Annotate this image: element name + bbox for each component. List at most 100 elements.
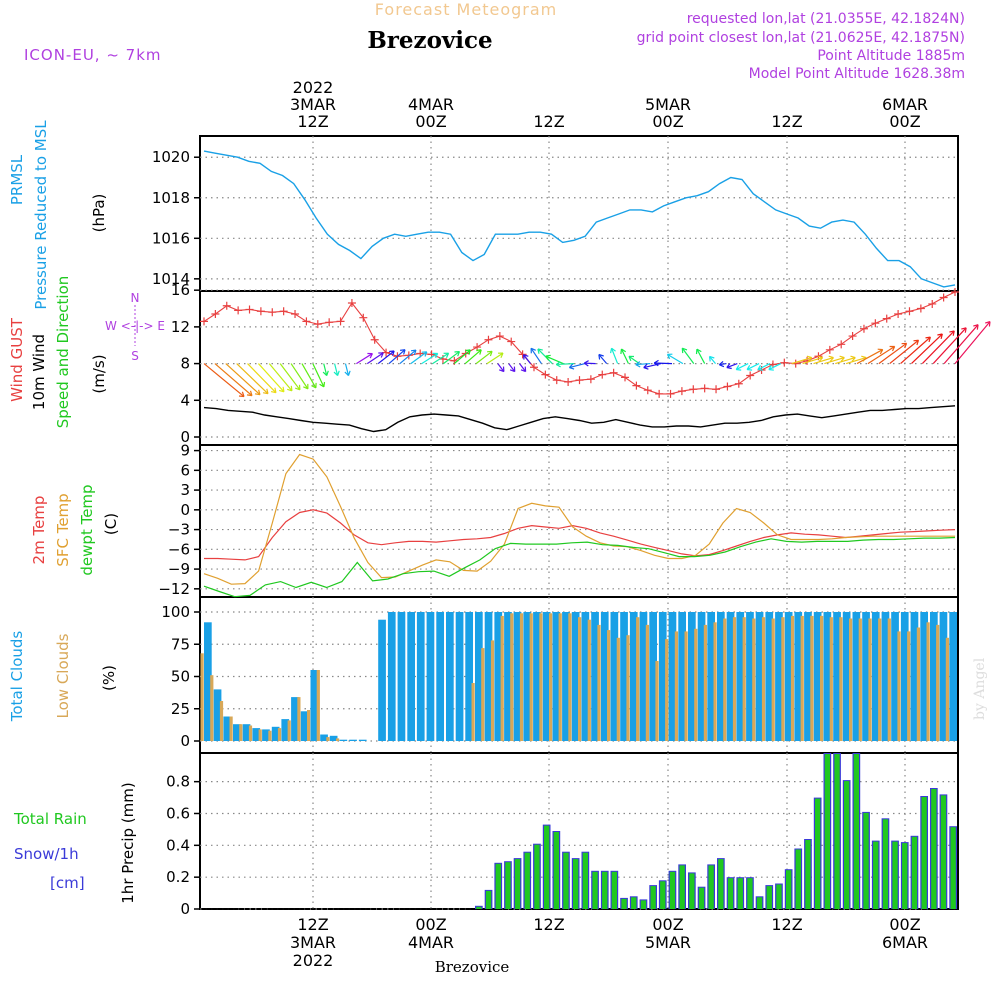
total-cloud-bar xyxy=(407,612,415,741)
gust-marker xyxy=(314,320,322,328)
wind-arrow xyxy=(226,364,260,395)
bottom-hour-label: 00Z xyxy=(652,915,683,934)
top-hour-label: 12Z xyxy=(533,112,564,131)
rain-bar xyxy=(796,850,801,910)
rain-bar xyxy=(941,795,946,909)
top-hour-label: 12Z xyxy=(297,112,328,131)
rain-bar xyxy=(709,865,714,909)
gust-marker xyxy=(564,378,572,386)
wind-arrow xyxy=(682,348,693,363)
low-cloud-bar xyxy=(675,631,678,741)
pressure-label-prmsl: PRMSL xyxy=(8,154,26,205)
low-cloud-bar xyxy=(820,616,823,741)
top-hour-label: 12Z xyxy=(771,112,802,131)
rain-bar xyxy=(651,886,656,909)
low-cloud-bar xyxy=(801,616,804,741)
rain-bar xyxy=(728,878,733,909)
gust-marker xyxy=(940,294,948,302)
low-cloud-bar xyxy=(868,619,871,742)
gust-marker xyxy=(883,315,891,323)
bottom-year-label: 2022 xyxy=(293,951,334,970)
low-cloud-bar xyxy=(210,675,213,741)
wind-speed-direction-label: Speed and Direction xyxy=(54,276,72,429)
temperature-series xyxy=(204,455,955,597)
total-cloud-bar xyxy=(949,612,957,741)
rain-bar xyxy=(718,859,723,909)
rain-bar xyxy=(496,864,501,909)
precip-bars xyxy=(203,753,958,909)
low-cloud-bar xyxy=(743,617,746,741)
total-cloud-bar xyxy=(349,740,357,741)
low-cloud-bar xyxy=(220,701,223,741)
temp-ytick-label: −12 xyxy=(158,580,190,598)
low-cloud-bar xyxy=(520,613,523,741)
wind-arrow xyxy=(280,364,300,390)
rain-bar xyxy=(873,842,878,909)
gust-marker xyxy=(712,385,720,393)
precip-axis-title: 1hr Precip (mm) xyxy=(119,782,137,903)
rain-bar xyxy=(776,885,781,910)
low-cloud-bar xyxy=(201,653,204,741)
gust-marker xyxy=(905,307,913,315)
low-cloud-bar xyxy=(888,619,891,742)
total-cloud-bar xyxy=(398,612,406,741)
low-cloud-bar xyxy=(539,613,542,741)
pressure-unit: (hPa) xyxy=(90,194,108,233)
rain-bar xyxy=(660,881,665,909)
gust-marker xyxy=(587,375,595,383)
wind-arrow xyxy=(955,322,990,364)
top-title: Forecast Meteogram xyxy=(375,0,557,19)
requested-coords: requested lon,lat (21.0355E, 42.1824N) xyxy=(687,11,965,27)
low-cloud-bar xyxy=(655,661,658,741)
gust-marker xyxy=(291,310,299,318)
low-cloud-bar xyxy=(607,630,610,741)
gust-marker xyxy=(655,390,663,398)
low-cloud-bar xyxy=(288,720,291,741)
bottom-hour-label: 00Z xyxy=(889,915,920,934)
rain-bar xyxy=(892,842,897,909)
pressure-ytick-label: 1016 xyxy=(152,229,190,247)
rain-bar xyxy=(844,781,849,909)
compass-n-label: N xyxy=(131,291,140,305)
rain-bar xyxy=(922,797,927,909)
top-hour-label: 00Z xyxy=(415,112,446,131)
rain-bar xyxy=(515,859,520,909)
low-cloud-bar xyxy=(268,731,271,741)
gust-marker xyxy=(325,318,333,326)
rain-bar xyxy=(534,845,539,909)
gust-marker xyxy=(780,359,788,367)
precip-ytick-label: 0.2 xyxy=(166,868,190,886)
wind-arrow xyxy=(944,325,978,364)
low-cloud-bar xyxy=(230,717,233,742)
low-cloud-bar xyxy=(578,617,581,741)
bottom-hour-label: 12Z xyxy=(297,915,328,934)
cloud-ytick-label: 0 xyxy=(180,732,190,750)
cloud-ytick-label: 50 xyxy=(171,668,190,686)
low-cloud-bar xyxy=(733,617,736,741)
temp-sfc-line xyxy=(204,455,955,585)
total-cloud-bar xyxy=(436,612,444,741)
gust-marker xyxy=(632,382,640,390)
gust-marker xyxy=(598,371,606,379)
low-cloud-bar xyxy=(752,619,755,742)
low-cloud-bar xyxy=(927,622,930,741)
wind-10m-label: 10m Wind xyxy=(30,334,48,410)
low-cloud-bar xyxy=(849,619,852,742)
low-cloud-bar xyxy=(472,683,475,741)
low-cloud-bar xyxy=(510,613,513,741)
cloud-unit: (%) xyxy=(100,665,118,691)
gust-marker xyxy=(871,319,879,327)
rain-bar xyxy=(757,897,762,909)
low-cloud-bar xyxy=(917,628,920,742)
low-cloud-bar xyxy=(723,619,726,742)
temp-sfc-label: SFC Temp xyxy=(54,493,72,566)
gust-marker xyxy=(337,317,345,325)
temp-dewpt-label: dewpt Temp xyxy=(78,484,96,575)
total-cloud-bar xyxy=(427,612,435,741)
gust-marker xyxy=(746,372,754,380)
temp-ytick-label: 9 xyxy=(180,442,190,460)
wind-arrow xyxy=(636,364,650,365)
